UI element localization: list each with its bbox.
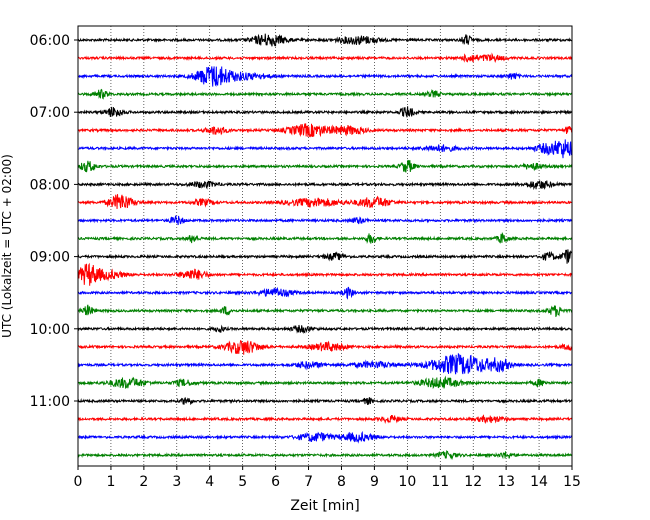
x-tick-label: 1 <box>106 474 115 490</box>
trace-line <box>77 52 573 64</box>
y-tick-label: 10:00 <box>30 322 70 338</box>
trace-line <box>77 231 573 244</box>
x-tick-label: 14 <box>530 474 548 490</box>
y-tick-label: 09:00 <box>30 250 70 266</box>
trace-line <box>77 262 573 286</box>
grid-lines <box>110 26 540 466</box>
x-tick-label: 3 <box>172 474 181 490</box>
trace-line <box>77 139 573 159</box>
trace-line <box>77 397 573 406</box>
y-tick-label: 08:00 <box>30 177 70 193</box>
trace-line <box>77 159 573 173</box>
seismogram-traces <box>77 33 573 461</box>
x-tick-label: 15 <box>563 474 581 490</box>
x-tick-label: 13 <box>497 474 515 490</box>
trace-line <box>77 352 573 375</box>
trace-line <box>77 194 573 209</box>
trace-line <box>77 340 573 355</box>
x-tick-label: 7 <box>304 474 313 490</box>
trace-line <box>77 106 573 119</box>
trace-line <box>77 324 573 334</box>
y-tick-label: 11:00 <box>30 394 70 410</box>
x-tick-label: 2 <box>139 474 148 490</box>
x-axis-label: Zeit [min] <box>290 498 359 514</box>
trace-line <box>77 33 573 47</box>
trace-line <box>77 286 573 300</box>
trace-line <box>77 414 573 425</box>
trace-line <box>77 449 573 461</box>
x-tick-label: 12 <box>464 474 482 490</box>
plot-frame <box>77 25 573 467</box>
y-tick-label: 06:00 <box>30 33 70 49</box>
x-tick-label: 11 <box>431 474 449 490</box>
trace-line <box>77 304 573 318</box>
x-tick-label: 0 <box>74 474 83 490</box>
x-tick-label: 6 <box>271 474 280 490</box>
trace-line <box>77 375 573 390</box>
x-tick-label: 4 <box>205 474 214 490</box>
x-tick-label: 10 <box>398 474 416 490</box>
x-tick-label: 9 <box>370 474 379 490</box>
x-tick-label: 5 <box>238 474 247 490</box>
y-axis-label: UTC (Lokalzeit = UTC + 02:00) <box>0 154 14 338</box>
trace-line <box>77 179 573 191</box>
trace-line <box>77 123 573 138</box>
trace-line <box>77 88 573 100</box>
y-tick-label: 07:00 <box>30 105 70 121</box>
x-axis-ticks: 0 1 2 3 4 5 6 7 8 9 10 11 12 13 14 15 <box>74 466 581 490</box>
trace-line <box>77 249 573 264</box>
y-axis-ticks: 06:00 07:00 08:00 09:00 10:00 11:00 <box>30 33 78 410</box>
x-tick-label: 8 <box>337 474 346 490</box>
trace-line <box>77 430 573 444</box>
trace-line <box>77 66 573 87</box>
trace-line <box>77 215 573 226</box>
